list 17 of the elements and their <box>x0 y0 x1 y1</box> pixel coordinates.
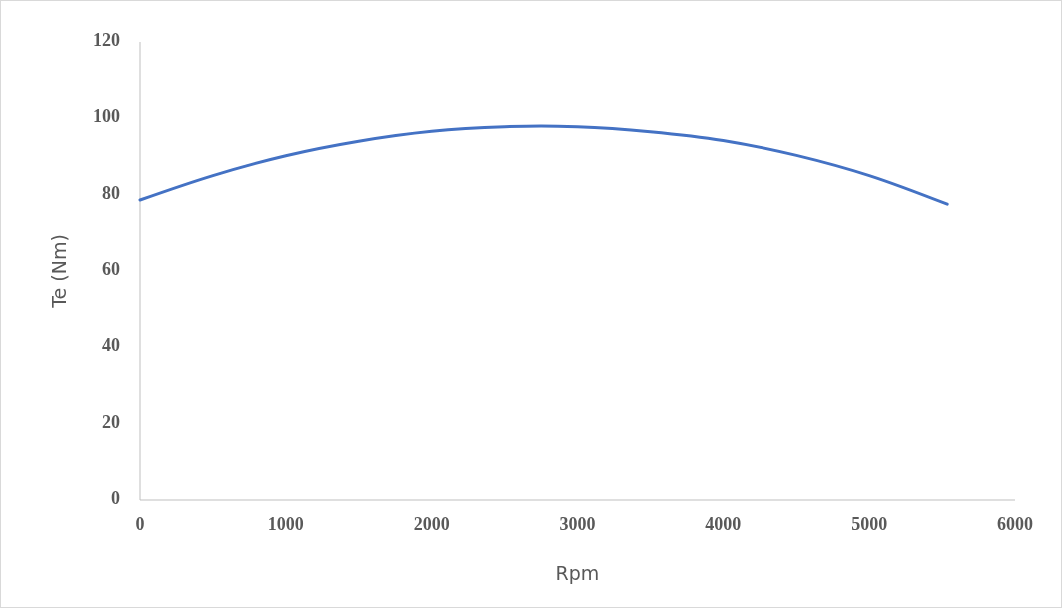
x-axis-title: Rpm <box>555 562 600 584</box>
x-tick-label: 5000 <box>851 514 888 534</box>
y-tick-label: 80 <box>102 182 120 203</box>
y-tick-label: 20 <box>102 411 120 432</box>
x-tick-label: 4000 <box>705 514 742 534</box>
y-tick-label: 100 <box>93 106 120 127</box>
y-axis-title: Te (Nm) <box>48 234 70 309</box>
x-tick-label: 1000 <box>267 514 304 534</box>
x-tick-label: 2000 <box>413 514 450 534</box>
y-tick-label: 40 <box>102 335 120 356</box>
y-tick-label: 60 <box>102 259 120 280</box>
x-tick-label: 6000 <box>997 514 1033 534</box>
y-tick-label: 0 <box>111 488 120 509</box>
x-tick-label: 3000 <box>559 514 596 534</box>
x-tick-label: 0 <box>135 514 145 534</box>
line-series <box>138 124 949 206</box>
y-tick-label: 120 <box>93 30 120 51</box>
